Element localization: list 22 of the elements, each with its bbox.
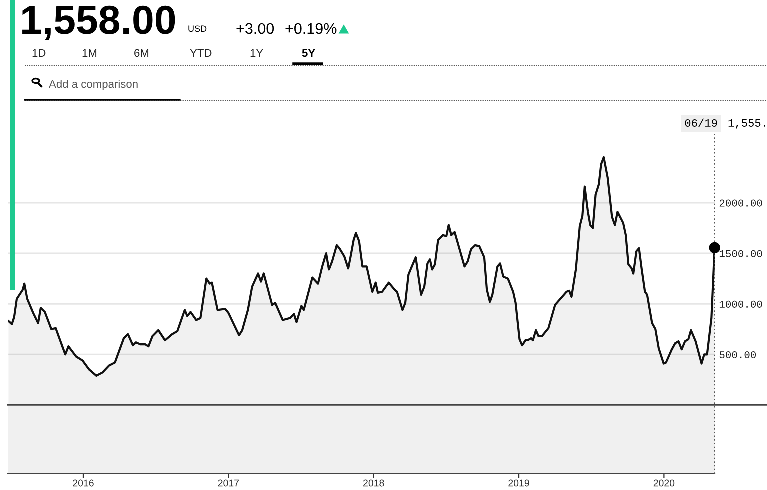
y-tick-label: 2000.00 [720,200,762,207]
text: 1Y [250,49,264,57]
text: 6M [134,49,149,58]
text: 1D [32,49,46,57]
annotation: 06/19 [685,118,718,127]
text: YTD [190,49,212,57]
x-tick-label: 2020 [654,480,675,487]
x-tick-label: 2016 [73,480,94,487]
x-tick-label: 2017 [218,480,239,487]
x-tick-label: 2019 [508,480,530,487]
text: Add a comparison [49,80,138,90]
text: USD [188,26,207,32]
y-tick-label: 500.00 [720,351,756,359]
text: +0.19% [286,23,337,34]
text: 1,555. [728,120,766,129]
text: 5Y [302,49,316,58]
y-tick-label: 1000.00 [720,300,762,308]
chart-title: 1,558.00 [22,6,176,40]
text: 1M [82,49,97,57]
x-tick-label: 2018 [364,480,384,487]
y-tick-label: 1500.00 [720,250,762,258]
text: +3.00 [236,23,274,34]
